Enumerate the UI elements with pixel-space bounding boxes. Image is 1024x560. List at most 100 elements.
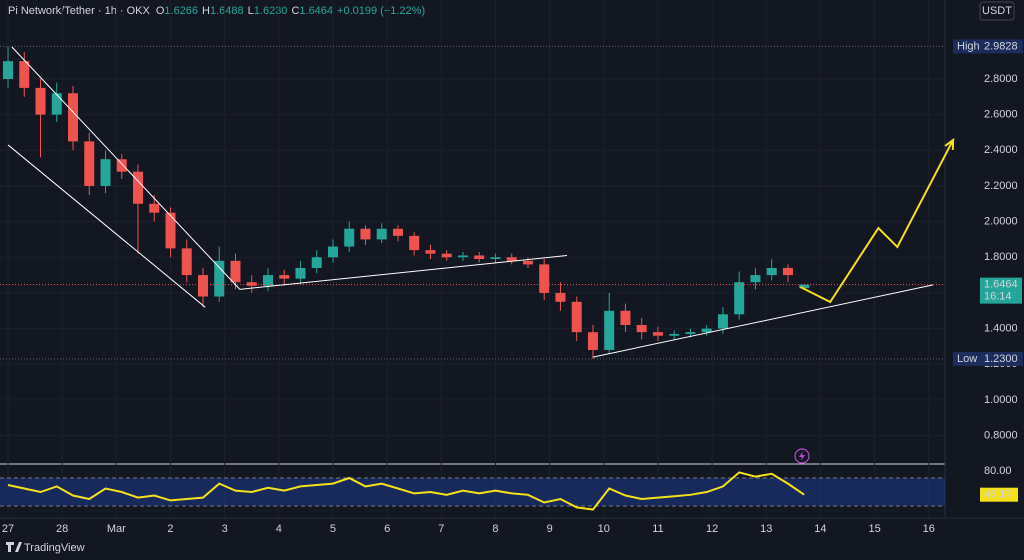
trend-line xyxy=(239,254,568,290)
candle-body xyxy=(262,275,273,286)
price-tag xyxy=(953,39,1023,54)
x-tick-label: 10 xyxy=(598,523,610,535)
brand-name[interactable]: TradingView xyxy=(24,542,85,554)
candle-body xyxy=(799,284,810,289)
last-price: 1.6464 xyxy=(984,279,1018,291)
x-tick-label: 7 xyxy=(438,523,444,535)
candle-body xyxy=(701,328,712,333)
candle-body xyxy=(474,255,485,260)
y-tick-label: 2.0000 xyxy=(984,216,1018,228)
candle-body xyxy=(3,61,14,79)
o-value: 1.6266 xyxy=(164,5,198,17)
candle-body xyxy=(409,235,420,251)
y-tick-label: 2.8000 xyxy=(984,73,1018,85)
candle-body xyxy=(652,332,663,336)
x-tick-label: 15 xyxy=(868,523,880,535)
l-value: 1.6230 xyxy=(254,5,288,17)
x-tick-label: 12 xyxy=(706,523,718,535)
candle-body xyxy=(490,257,501,260)
candle-body xyxy=(782,267,793,276)
icon-bolt[interactable] xyxy=(799,451,805,461)
x-tick-label: 8 xyxy=(492,523,498,535)
candle-body xyxy=(392,228,403,236)
candle-body xyxy=(360,228,371,240)
x-tick-label: 3 xyxy=(222,523,228,535)
candle-body xyxy=(750,275,761,283)
currency-label[interactable]: USDT xyxy=(982,5,1012,17)
candle-body xyxy=(214,260,225,297)
h-label: H xyxy=(202,5,210,17)
brand[interactable]: TradingView xyxy=(6,542,85,554)
price-tag-name: Low xyxy=(957,353,977,365)
candle-body xyxy=(717,314,728,329)
rsi-tag xyxy=(980,487,1018,502)
candle-body xyxy=(295,267,306,279)
y-tick-label: 80.00 xyxy=(984,465,1012,477)
candle-body xyxy=(100,159,111,186)
arrow-head xyxy=(944,137,955,150)
candle-body xyxy=(246,282,257,286)
candle-body xyxy=(116,159,127,172)
x-tick-label: 14 xyxy=(814,523,826,535)
x-tick-label: 6 xyxy=(384,523,390,535)
y-tick-label: 1.0000 xyxy=(984,394,1018,406)
trend-line xyxy=(799,139,955,304)
candle-body xyxy=(19,61,30,88)
candle-body xyxy=(84,141,95,186)
button-frame[interactable] xyxy=(979,1,1015,21)
candle-body xyxy=(555,292,566,302)
candle-body xyxy=(279,275,290,279)
x-tick-label: 16 xyxy=(923,523,935,535)
candle-body xyxy=(230,260,241,283)
price-tag-name: High xyxy=(957,40,980,52)
l-label: L xyxy=(248,5,254,17)
x-tick-label: 5 xyxy=(330,523,336,535)
candle-body xyxy=(441,253,452,258)
candle-body xyxy=(51,93,62,115)
candle-body xyxy=(620,310,631,326)
candle-body xyxy=(766,267,777,276)
change: +0.0199 (+1.22%) xyxy=(337,5,425,17)
x-tick-label: Mar xyxy=(107,523,126,535)
candle-body xyxy=(344,228,355,247)
candle-body xyxy=(636,325,647,333)
x-tick-label: 4 xyxy=(276,523,282,535)
countdown: 16:14 xyxy=(984,291,1012,303)
currency-button[interactable]: USDT xyxy=(979,1,1015,21)
candle-body xyxy=(571,301,582,333)
candle-body xyxy=(669,333,680,336)
candle-body xyxy=(165,212,176,249)
rsi-line xyxy=(7,471,805,511)
y-tick-label: 2.4000 xyxy=(984,144,1018,156)
trend-line xyxy=(592,284,934,358)
x-tick-label: 28 xyxy=(56,523,68,535)
candle-body xyxy=(734,282,745,315)
x-tick-label: 13 xyxy=(760,523,772,535)
candle-body xyxy=(181,248,192,276)
o-label: O xyxy=(156,5,165,17)
brand-logo[interactable] xyxy=(6,542,22,552)
candle-body xyxy=(149,203,160,213)
candle-body xyxy=(506,257,517,261)
candle-body xyxy=(68,93,79,142)
candle-body xyxy=(604,310,615,350)
candle-body xyxy=(197,275,208,297)
y-tick-label: 2.6000 xyxy=(984,109,1018,121)
price-tag xyxy=(953,351,1023,366)
h-value: 1.6488 xyxy=(210,5,244,17)
x-tick-label: 2 xyxy=(167,523,173,535)
trend-line xyxy=(7,144,206,308)
candle-body xyxy=(376,228,387,240)
icon-ring[interactable] xyxy=(794,448,810,464)
x-tick-label: 27 xyxy=(2,523,14,535)
alert-icon[interactable] xyxy=(794,448,810,464)
candle-body xyxy=(539,264,550,293)
y-tick-label: 2.2000 xyxy=(984,180,1018,192)
candle-body xyxy=(425,250,436,254)
last-price-tag xyxy=(980,277,1022,304)
price-tag-value: 1.2300 xyxy=(984,353,1018,365)
rsi-value: 46.17 xyxy=(984,489,1012,501)
